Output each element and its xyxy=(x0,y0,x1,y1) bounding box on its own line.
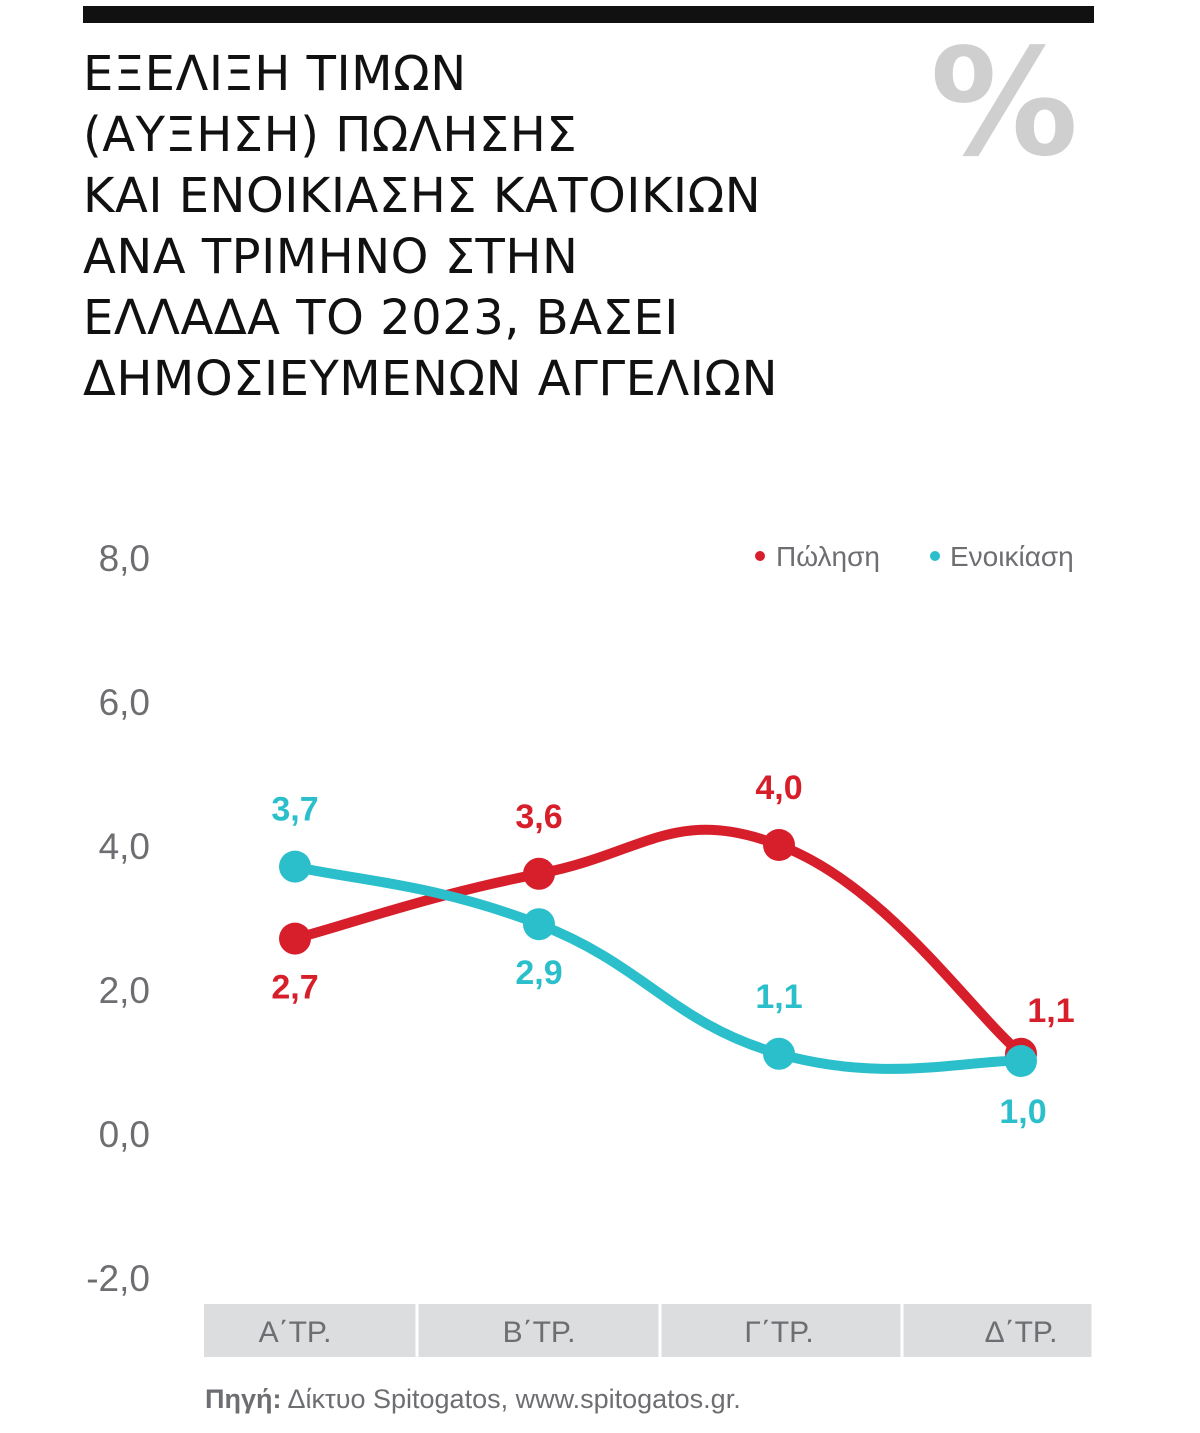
title-line: ΔΗΜΟΣΙΕΥΜΕΝΩΝ ΑΓΓΕΛΙΩΝ xyxy=(83,351,778,407)
y-tick-label: 0,0 xyxy=(99,1114,150,1155)
data-label-rent: 2,9 xyxy=(515,954,562,992)
legend-label-rent: Ενοικίαση xyxy=(950,541,1074,572)
data-label-rent: 3,7 xyxy=(271,791,318,829)
data-point-sale xyxy=(279,922,311,955)
source-label: Πηγή: xyxy=(205,1384,282,1414)
data-point-rent xyxy=(1005,1045,1037,1077)
title-line: (ΑΥΞΗΣΗ) ΠΩΛΗΣΗΣ xyxy=(83,107,578,163)
data-label-sale: 2,7 xyxy=(271,969,318,1007)
legend-marker-rent xyxy=(930,551,940,561)
legend-label-sale: Πώληση xyxy=(776,541,880,572)
legend-marker-sale xyxy=(755,551,765,561)
category-cell xyxy=(204,1304,416,1357)
data-point-rent xyxy=(523,908,555,941)
y-tick-label: 8,0 xyxy=(99,538,150,579)
data-point-rent xyxy=(763,1037,795,1070)
data-label-sale: 3,6 xyxy=(515,798,562,836)
top-rule xyxy=(83,6,1094,23)
data-label-sale: 1,1 xyxy=(1027,992,1074,1030)
category-cell xyxy=(661,1304,901,1357)
x-tick-label: Δ΄ΤΡ. xyxy=(985,1316,1058,1349)
y-tick-label: -2,0 xyxy=(86,1258,150,1299)
data-label-sale: 4,0 xyxy=(755,769,802,807)
title-line: ΚΑΙ ΕΝΟΙΚΙΑΣΗΣ ΚΑΤΟΙΚΙΩΝ xyxy=(83,168,762,224)
data-point-rent xyxy=(279,850,311,883)
source-note: Πηγή: Δίκτυο Spitogatos, www.spitogatos.… xyxy=(205,1384,741,1415)
series-line-sale xyxy=(290,824,1026,1059)
category-cell xyxy=(903,1304,1092,1357)
source-text: Δίκτυο Spitogatos, www.spitogatos.gr. xyxy=(287,1384,741,1414)
data-label-rent: 1,0 xyxy=(999,1093,1046,1131)
data-label-rent: 1,1 xyxy=(755,978,802,1016)
series-line-rent xyxy=(290,861,1026,1074)
y-tick-label: 4,0 xyxy=(99,826,150,867)
data-point-sale xyxy=(523,857,555,890)
title-line: ΕΞΕΛΙΞΗ ΤΙΜΩΝ xyxy=(83,46,467,102)
chart-title: ΕΞΕΛΙΞΗ ΤΙΜΩΝ (ΑΥΞΗΣΗ) ΠΩΛΗΣΗΣ ΚΑΙ ΕΝΟΙΚ… xyxy=(83,44,943,410)
x-tick-label: Γ΄ΤΡ. xyxy=(744,1316,813,1349)
y-tick-label: 2,0 xyxy=(99,970,150,1011)
title-line: ΑΝΑ ΤΡΙΜΗΝΟ ΣΤΗΝ xyxy=(83,229,579,285)
data-point-sale xyxy=(763,829,795,861)
x-tick-label: Β΄ΤΡ. xyxy=(503,1316,576,1349)
percent-icon: % xyxy=(930,17,1079,189)
category-cell xyxy=(418,1304,659,1357)
title-line: ΕΛΛΑΔΑ ΤΟ 2023, ΒΑΣΕΙ xyxy=(83,290,679,346)
x-tick-label: Α΄ΤΡ. xyxy=(259,1316,332,1349)
y-tick-label: 6,0 xyxy=(99,682,150,723)
